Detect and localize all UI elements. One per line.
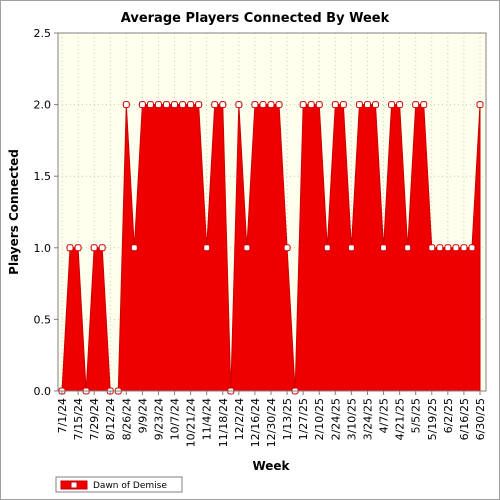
data-point	[98, 244, 106, 252]
chart-title: Average Players Connected By Week	[121, 11, 390, 26]
data-point	[90, 244, 98, 252]
x-tick-label: 5/19/25	[426, 398, 439, 440]
data-point	[154, 101, 162, 109]
x-tick-label: 12/16/24	[249, 398, 262, 447]
y-axis-title: Players Connected	[7, 149, 21, 275]
data-point	[347, 244, 355, 252]
x-tick-label: 7/1/24	[56, 398, 69, 433]
x-tick-label: 11/4/24	[201, 398, 214, 440]
x-tick-label: 10/7/24	[169, 398, 182, 440]
data-point	[444, 244, 452, 252]
data-point	[138, 101, 146, 109]
plot-border	[57, 32, 487, 392]
x-tick-label: 5/5/25	[410, 398, 423, 433]
data-point	[315, 101, 323, 109]
data-point	[331, 101, 339, 109]
series-area-fill	[61, 104, 481, 392]
data-point	[251, 101, 259, 109]
y-tick-label: 0.5	[34, 313, 52, 326]
x-tick-label: 2/24/25	[329, 398, 342, 440]
data-point	[299, 101, 307, 109]
data-point	[74, 244, 82, 252]
x-tick-label: 2/10/25	[313, 398, 326, 440]
data-point	[146, 101, 154, 109]
x-tick-label: 1/27/25	[297, 398, 310, 440]
data-point	[380, 244, 388, 252]
data-point	[388, 101, 396, 109]
data-point	[203, 244, 211, 252]
x-tick-label: 9/9/24	[136, 398, 149, 433]
data-point	[179, 101, 187, 109]
data-point	[323, 244, 331, 252]
x-tick-label: 12/30/24	[265, 398, 278, 447]
data-point	[372, 101, 379, 109]
x-tick-label: 8/26/24	[120, 398, 133, 440]
data-point	[428, 244, 436, 252]
x-tick-label: 8/12/24	[104, 398, 117, 440]
data-point	[412, 101, 420, 109]
data-point	[452, 244, 460, 252]
data-point	[275, 101, 283, 109]
data-point	[283, 244, 291, 252]
y-tick-label: 0.0	[34, 385, 52, 398]
x-tick-label: 9/23/24	[152, 398, 165, 440]
data-point	[187, 101, 195, 109]
data-point	[468, 244, 476, 252]
x-tick-label: 4/7/25	[378, 398, 391, 433]
x-tick-label: 1/13/25	[281, 398, 294, 440]
data-point	[243, 244, 251, 252]
y-tick-label: 2.0	[34, 99, 52, 112]
data-point	[307, 101, 315, 109]
data-point	[211, 101, 219, 109]
x-tick-label: 3/10/25	[345, 398, 358, 440]
data-point	[363, 101, 371, 109]
legend: Dawn of Demise	[55, 476, 183, 493]
data-point	[163, 101, 170, 109]
x-axis: 7/1/24 7/15/24 7/29/24 8/12/24 8/26/24 9/9/24…	[56, 391, 487, 447]
data-point	[339, 101, 347, 109]
data-point	[235, 101, 243, 109]
y-tick-label: 1.0	[34, 242, 52, 255]
x-tick-label: 3/24/25	[361, 398, 374, 440]
legend-marker	[70, 481, 78, 489]
data-point	[404, 244, 412, 252]
series-area	[61, 104, 481, 392]
data-point	[171, 101, 179, 109]
data-point	[219, 101, 227, 109]
data-point	[396, 101, 404, 109]
x-axis-title: Week	[252, 459, 290, 473]
x-tick-label: 4/21/25	[394, 398, 407, 440]
data-point	[122, 101, 130, 109]
data-point	[355, 101, 363, 109]
y-tick-label: 2.5	[34, 27, 52, 40]
data-point	[130, 244, 138, 252]
data-point	[436, 244, 444, 252]
legend-label: Dawn of Demise	[93, 481, 167, 491]
x-tick-label: 6/16/25	[458, 398, 471, 440]
y-axis: 0.0 0.5 1.0 1.5 2.0 2.5	[34, 27, 58, 398]
x-tick-label: 11/18/24	[217, 398, 230, 447]
data-point	[195, 101, 203, 109]
x-tick-label: 7/29/24	[88, 398, 101, 440]
series-markers	[58, 101, 484, 395]
data-point	[420, 101, 428, 109]
data-point	[267, 101, 275, 109]
data-point	[460, 244, 468, 252]
x-tick-label: 10/21/24	[185, 398, 198, 447]
data-point	[476, 101, 484, 109]
y-tick-label: 1.5	[34, 170, 52, 183]
x-tick-label: 7/15/24	[72, 398, 85, 440]
data-point	[66, 244, 74, 252]
x-tick-label: 6/30/25	[474, 398, 487, 440]
x-tick-label: 6/2/25	[442, 398, 455, 433]
data-point	[259, 101, 267, 109]
x-tick-label: 12/2/24	[233, 398, 246, 440]
